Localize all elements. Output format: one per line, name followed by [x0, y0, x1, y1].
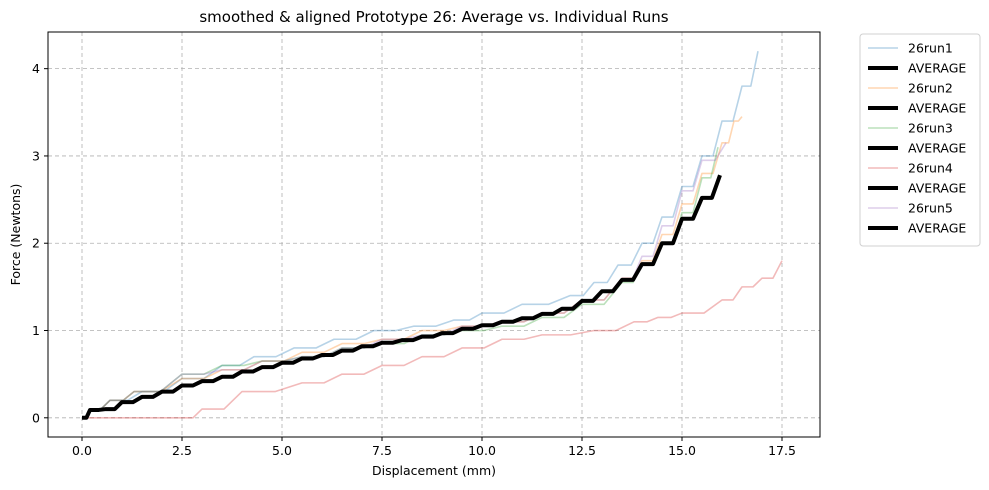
x-axis-title: Displacement (mm) [372, 463, 496, 478]
series-line-26run2 [82, 116, 743, 419]
y-tick-label: 1 [32, 323, 40, 338]
chart-title: smoothed & aligned Prototype 26: Average… [199, 8, 668, 26]
y-tick-label: 4 [32, 61, 40, 76]
legend-label: 26run3 [908, 121, 953, 136]
x-tick-label: 10.0 [468, 443, 496, 458]
y-tick-label: 0 [32, 410, 40, 425]
legend-label: AVERAGE [908, 101, 966, 116]
x-tick-label: 5.0 [272, 443, 292, 458]
legend-label: AVERAGE [908, 181, 966, 196]
y-tick-label: 2 [32, 236, 40, 251]
x-tick-label: 12.5 [568, 443, 596, 458]
x-tick-label: 2.5 [172, 443, 192, 458]
legend-label: 26run5 [908, 201, 953, 216]
x-tick-label: 15.0 [668, 443, 696, 458]
series-line-average [82, 174, 722, 420]
legend-label: 26run4 [908, 161, 953, 176]
legend-box [859, 33, 981, 247]
x-tick-label: 7.5 [372, 443, 392, 458]
x-tick-label: 0.0 [72, 443, 92, 458]
y-tick-label: 3 [32, 148, 40, 163]
legend-label: 26run2 [908, 81, 953, 96]
x-tick-label: 17.5 [768, 443, 796, 458]
legend-label: AVERAGE [908, 221, 966, 236]
axes-frame [47, 31, 821, 438]
y-axis-title: Force (Newtons) [8, 184, 23, 286]
legend-label: AVERAGE [908, 61, 966, 76]
ticks: 0.0 2.5 5.0 7.5 10.0 12.5 15.0 17.5 0 1 2 3 4 [32, 61, 796, 458]
legend: 26run1 AVERAGE 26run2 AVERAGE 26run3 AVERAGE 2… [859, 33, 981, 247]
legend-label: 26run1 [908, 41, 953, 56]
legend-label: AVERAGE [908, 141, 966, 156]
plot-lines [82, 51, 783, 420]
grid [48, 32, 820, 437]
series-line-26run1 [82, 51, 759, 419]
series-line-26run4 [82, 260, 783, 419]
